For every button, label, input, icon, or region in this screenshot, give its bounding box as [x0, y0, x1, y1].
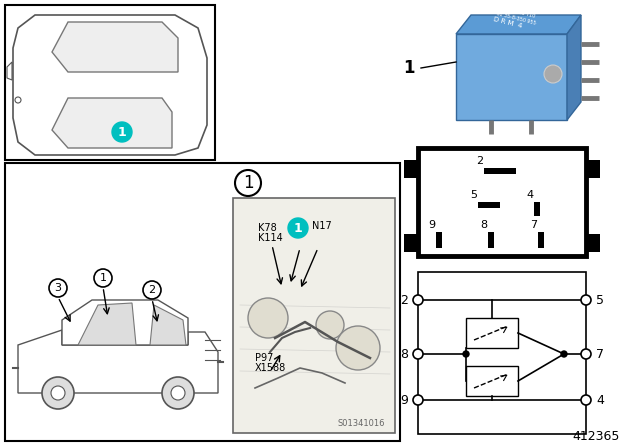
- Circle shape: [51, 386, 65, 400]
- Text: S01341016: S01341016: [337, 419, 385, 428]
- Text: 2: 2: [476, 156, 483, 166]
- Circle shape: [248, 298, 288, 338]
- Bar: [404, 234, 418, 252]
- Circle shape: [413, 295, 423, 305]
- Polygon shape: [62, 300, 188, 345]
- Bar: [404, 160, 418, 178]
- Text: 412365: 412365: [573, 430, 620, 443]
- Bar: [418, 148, 586, 256]
- Bar: [538, 232, 544, 248]
- Text: 305 T10: 305 T10: [515, 9, 536, 19]
- Bar: [233, 198, 395, 433]
- Text: 7: 7: [530, 220, 537, 230]
- Circle shape: [463, 351, 469, 357]
- Bar: [484, 168, 516, 174]
- Text: 5: 5: [596, 293, 604, 306]
- Text: 1: 1: [118, 125, 126, 138]
- Circle shape: [49, 279, 67, 297]
- Bar: [466, 318, 518, 348]
- Text: 8: 8: [400, 348, 408, 361]
- Polygon shape: [18, 330, 218, 393]
- Text: 4: 4: [596, 393, 604, 406]
- Text: 1: 1: [99, 273, 106, 283]
- Text: N17: N17: [312, 221, 332, 231]
- Text: 3: 3: [54, 283, 61, 293]
- Text: D R M  4: D R M 4: [493, 17, 523, 30]
- Text: P97: P97: [255, 353, 273, 363]
- Bar: [5, 163, 400, 441]
- Polygon shape: [456, 15, 581, 34]
- Circle shape: [581, 295, 591, 305]
- Bar: [478, 202, 500, 208]
- Bar: [436, 232, 442, 248]
- Text: X1588: X1588: [255, 363, 286, 373]
- Bar: [466, 366, 518, 396]
- Text: 7: 7: [596, 348, 604, 361]
- Text: 1: 1: [294, 221, 302, 234]
- Text: 61 35-8-350 955: 61 35-8-350 955: [495, 11, 536, 26]
- Circle shape: [15, 97, 21, 103]
- Circle shape: [162, 377, 194, 409]
- Text: 9: 9: [400, 393, 408, 406]
- Circle shape: [413, 395, 423, 405]
- Circle shape: [288, 218, 308, 238]
- Circle shape: [143, 281, 161, 299]
- Circle shape: [316, 311, 344, 339]
- Text: 5: 5: [470, 190, 477, 200]
- Circle shape: [413, 349, 423, 359]
- Text: 2: 2: [400, 293, 408, 306]
- Bar: [488, 232, 494, 248]
- Text: 9: 9: [428, 220, 435, 230]
- Polygon shape: [567, 15, 581, 120]
- Bar: [534, 202, 540, 216]
- Bar: [586, 234, 600, 252]
- Polygon shape: [456, 34, 567, 120]
- Circle shape: [235, 170, 261, 196]
- Bar: [586, 160, 600, 178]
- Circle shape: [581, 395, 591, 405]
- Circle shape: [544, 65, 562, 83]
- Circle shape: [336, 326, 380, 370]
- Circle shape: [94, 269, 112, 287]
- Polygon shape: [52, 98, 172, 148]
- Circle shape: [561, 351, 567, 357]
- Polygon shape: [7, 62, 12, 80]
- Bar: [5, 5, 215, 160]
- Text: K114: K114: [258, 233, 283, 243]
- Polygon shape: [13, 15, 207, 155]
- Text: 8: 8: [480, 220, 487, 230]
- Text: K78: K78: [258, 223, 276, 233]
- Circle shape: [171, 386, 185, 400]
- Polygon shape: [78, 303, 136, 345]
- Polygon shape: [52, 22, 178, 72]
- Circle shape: [581, 349, 591, 359]
- Circle shape: [112, 122, 132, 142]
- Text: 2: 2: [148, 285, 156, 295]
- Bar: [418, 272, 586, 434]
- Polygon shape: [150, 305, 186, 345]
- Text: 1: 1: [403, 59, 415, 77]
- Circle shape: [42, 377, 74, 409]
- Text: 4: 4: [526, 190, 533, 200]
- Text: 1: 1: [243, 174, 253, 192]
